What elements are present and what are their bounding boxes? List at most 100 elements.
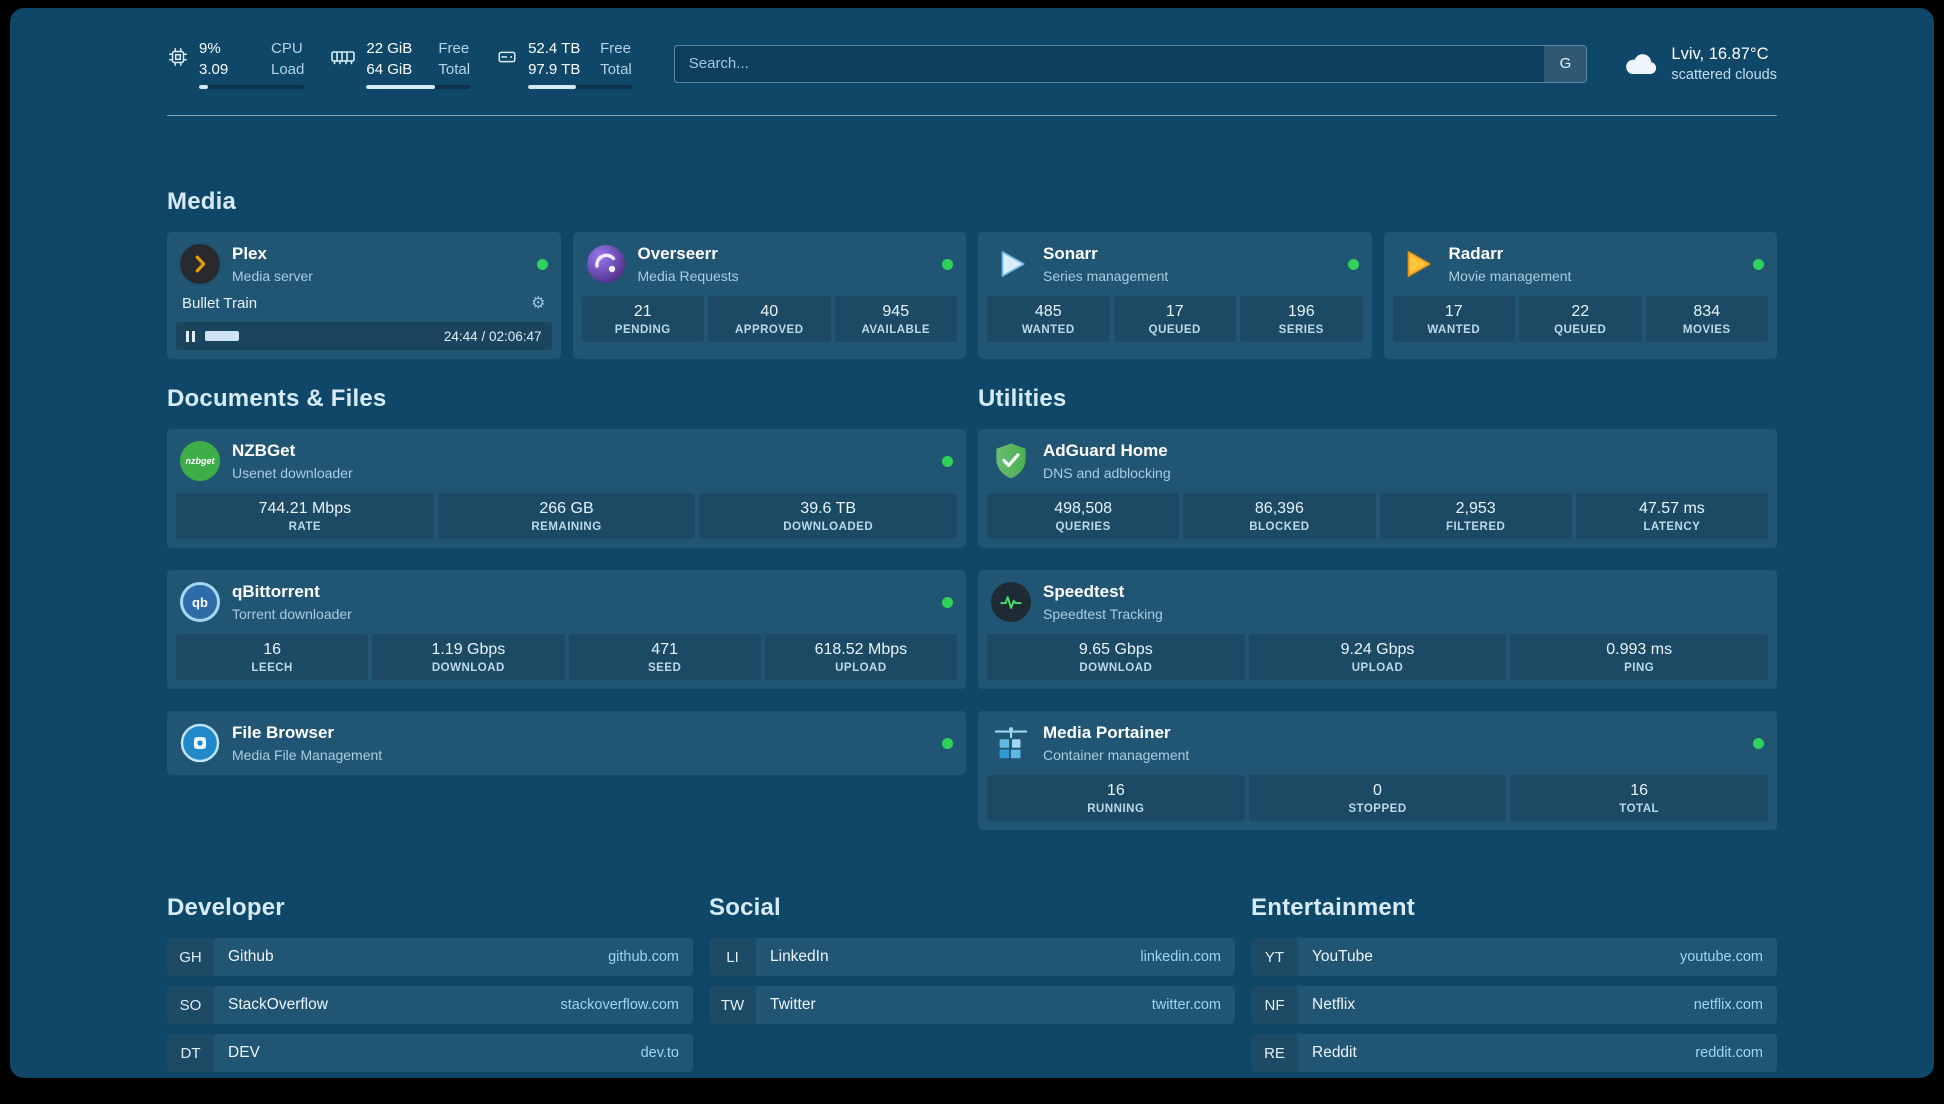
service-subtitle: Torrent downloader [232, 605, 352, 622]
stat-latency: 47.57 ms LATENCY [1575, 493, 1768, 539]
section-title-social: Social [709, 894, 781, 921]
bookmark-abbr: TW [709, 986, 756, 1024]
bookmark-netflix[interactable]: NF Netflix netflix.com [1251, 986, 1777, 1024]
service-name: File Browser [232, 723, 335, 743]
service-subtitle: Series management [1043, 267, 1169, 284]
service-subtitle: Movie management [1448, 267, 1572, 284]
service-name: Speedtest [1043, 582, 1125, 602]
section-media: Media Plex Media server [167, 188, 1777, 359]
weather-condition: scattered clouds [1671, 66, 1777, 83]
disk-total-label: Total [600, 61, 632, 78]
disk-widget: 52.4 TB 97.9 TB Free Total [496, 38, 632, 89]
service-name: Media Portainer [1043, 723, 1171, 743]
bookmark-abbr: YT [1251, 938, 1298, 976]
bookmark-youtube[interactable]: YT YouTube youtube.com [1251, 938, 1777, 976]
service-card-sonarr[interactable]: Sonarr Series management 485 WANTED 17 Q… [978, 232, 1372, 359]
bookmark-url: github.com [608, 949, 679, 965]
section-title-utilities: Utilities [978, 385, 1067, 412]
disk-free-value: 52.4 TB [528, 40, 581, 57]
pause-icon[interactable] [186, 330, 195, 342]
plex-player-bar: 24:44 / 02:06:47 [176, 322, 552, 350]
overseerr-icon [586, 244, 626, 284]
stat-series: 196 SERIES [1240, 296, 1363, 342]
playback-time: 24:44 / 02:06:47 [443, 328, 542, 344]
stat-rate: 744.21 Mbps RATE [176, 493, 434, 539]
weather-location: Lviv, 16.87°C [1671, 44, 1769, 63]
service-subtitle: Media server [232, 267, 313, 284]
search-provider-button[interactable]: G [1544, 45, 1587, 82]
header-divider [167, 115, 1777, 116]
bookmark-twitter[interactable]: TW Twitter twitter.com [709, 986, 1235, 1024]
stat-downloaded: 39.6 TB DOWNLOADED [699, 493, 958, 539]
cpu-usage-bar [199, 85, 305, 89]
bookmark-github[interactable]: GH Github github.com [167, 938, 693, 976]
bookmark-abbr: NF [1251, 986, 1298, 1024]
service-card-qbittorrent[interactable]: qb qBittorrent Torrent downloader 16 LEE… [167, 570, 966, 689]
search-bar: G [673, 44, 1588, 83]
stat-movies: 834 MOVIES [1645, 296, 1768, 342]
service-name: Overseerr [637, 244, 718, 264]
memory-free-label: Free [438, 40, 470, 57]
stat-seed: 471 SEED [568, 634, 761, 680]
service-card-overseerr[interactable]: Overseerr Media Requests 21 PENDING 40 A… [572, 232, 966, 359]
section-title-documents: Documents & Files [167, 385, 387, 412]
service-name: Radarr [1448, 244, 1504, 264]
bookmark-stackoverflow[interactable]: SO StackOverflow stackoverflow.com [167, 986, 693, 1024]
status-dot [942, 455, 953, 467]
adguard-icon [991, 441, 1031, 481]
stat-download: 1.19 Gbps DOWNLOAD [372, 634, 565, 680]
bookmark-url: stackoverflow.com [560, 997, 679, 1013]
memory-icon [330, 46, 356, 68]
bookmark-group-entertainment: Entertainment YT YouTube youtube.com NF … [1251, 894, 1777, 1072]
bookmark-name: Reddit [1312, 1044, 1357, 1061]
bookmark-name: Twitter [770, 996, 816, 1013]
stat-filtered: 2,953 FILTERED [1379, 493, 1572, 539]
bookmark-abbr: LI [709, 938, 756, 976]
bookmark-url: netflix.com [1693, 997, 1763, 1013]
bookmark-group-developer: Developer GH Github github.com SO StackO… [167, 894, 693, 1072]
disk-usage-bar [528, 85, 632, 89]
service-card-filebrowser[interactable]: File Browser Media File Management [167, 711, 966, 775]
bookmark-dev[interactable]: DT DEV dev.to [167, 1034, 693, 1072]
service-subtitle: Container management [1043, 746, 1190, 763]
section-documents: Documents & Files nzbget NZBGet Usenet d… [167, 385, 966, 775]
bookmark-name: DEV [228, 1044, 260, 1061]
cloud-icon [1623, 50, 1659, 78]
status-dot [942, 737, 953, 749]
service-subtitle: Media Requests [637, 267, 739, 284]
stat-stopped: 0 STOPPED [1248, 775, 1507, 821]
stat-available: 945 AVAILABLE [834, 296, 957, 342]
stat-total: 16 TOTAL [1510, 775, 1769, 821]
memory-free-value: 22 GiB [366, 40, 413, 57]
service-card-adguard[interactable]: AdGuard Home DNS and adblocking 498,508 … [978, 429, 1777, 548]
bookmark-url: youtube.com [1679, 949, 1763, 965]
bookmark-reddit[interactable]: RE Reddit reddit.com [1251, 1034, 1777, 1072]
service-card-plex[interactable]: Plex Media server Bullet Train ⚙ [167, 232, 561, 359]
bookmark-abbr: GH [167, 938, 214, 976]
service-card-radarr[interactable]: Radarr Movie management 17 WANTED 22 QUE… [1383, 232, 1777, 359]
status-dot [942, 596, 953, 608]
service-card-speedtest[interactable]: Speedtest Speedtest Tracking 9.65 Gbps D… [978, 570, 1777, 689]
status-dot [1347, 258, 1359, 270]
qbittorrent-icon: qb [180, 582, 220, 622]
section-title-entertainment: Entertainment [1251, 894, 1415, 921]
service-card-nzbget[interactable]: nzbget NZBGet Usenet downloader 744.21 M… [167, 429, 966, 548]
stat-approved: 40 APPROVED [708, 296, 831, 342]
service-card-portainer[interactable]: Media Portainer Container management 16 … [978, 711, 1777, 830]
stat-queued: 17 QUEUED [1113, 296, 1236, 342]
bookmark-url: dev.to [640, 1045, 679, 1061]
gear-icon[interactable]: ⚙ [531, 295, 546, 312]
bookmark-url: reddit.com [1695, 1045, 1763, 1061]
search-input[interactable] [673, 44, 1588, 83]
service-subtitle: Speedtest Tracking [1043, 605, 1163, 622]
cpu-usage-value: 9% [199, 40, 221, 57]
memory-widget: 22 GiB 64 GiB Free Total [330, 38, 471, 89]
sonarr-icon [991, 244, 1031, 284]
cpu-widget: 9% 3.09 CPU Load [167, 38, 305, 89]
bookmark-linkedin[interactable]: LI LinkedIn linkedin.com [709, 938, 1235, 976]
bookmark-name: YouTube [1312, 948, 1373, 965]
portainer-icon [991, 723, 1031, 763]
dashboard-page: 9% 3.09 CPU Load [10, 8, 1934, 1078]
cpu-load-value: 3.09 [199, 61, 229, 78]
top-bar: 9% 3.09 CPU Load [167, 38, 1777, 89]
